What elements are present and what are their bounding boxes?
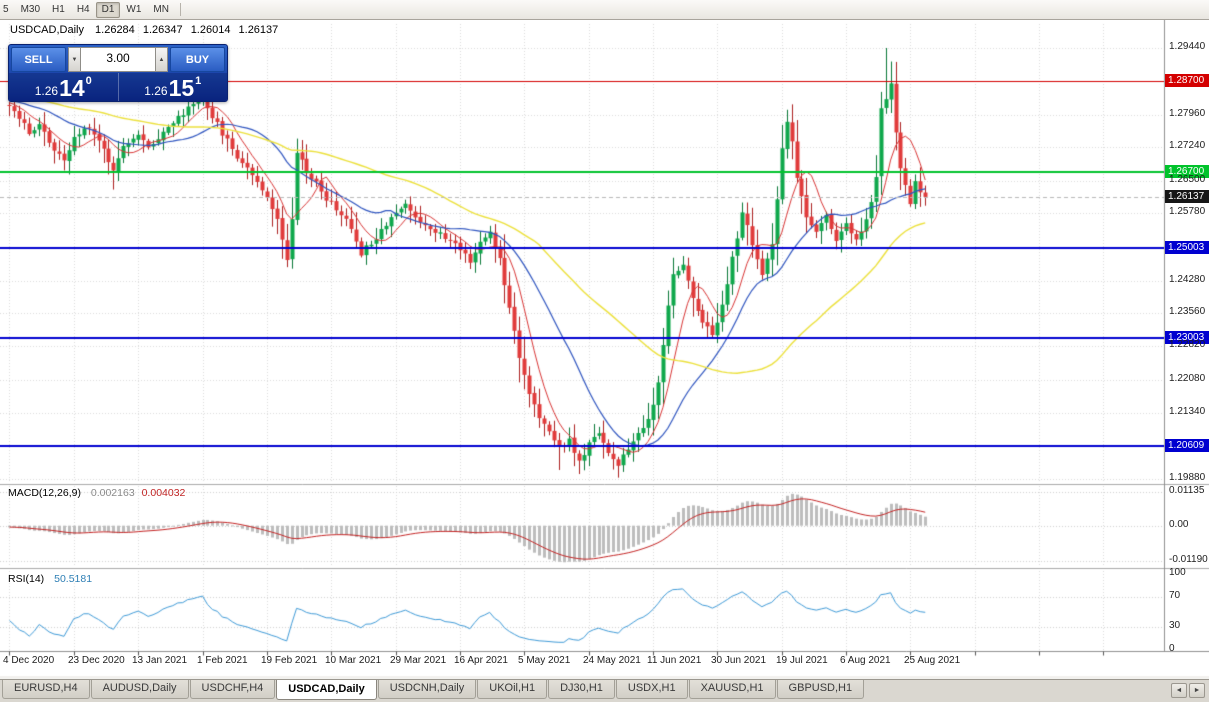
time-axis-tick: 10 Mar 2021: [325, 655, 382, 666]
price-axis-tick: 1.19880: [1169, 472, 1206, 483]
time-axis-tick: 16 Apr 2021: [454, 655, 508, 666]
sell-button[interactable]: SELL: [11, 47, 66, 72]
price-axis-tick: 1.24280: [1169, 274, 1206, 285]
tabs-scroll-left-button[interactable]: ◄: [1171, 683, 1187, 698]
rsi-axis-tick: 30: [1169, 620, 1181, 631]
price-axis[interactable]: 1.29440 1.28700 1.27960 1.27240 1.26700 1.265…: [1165, 0, 1209, 672]
tab-scroll-controls: ◄ ►: [1171, 680, 1209, 698]
macd-axis-tick: 0.00: [1169, 519, 1189, 530]
macd-name: MACD(12,26,9): [8, 487, 81, 499]
rsi-axis-tick: 100: [1169, 567, 1186, 578]
macd-signal-value: 0.004032: [141, 487, 186, 499]
price-level-tag: 1.23003: [1165, 331, 1209, 344]
price-level-tag: 1.26700: [1165, 165, 1209, 178]
price-axis-tick: 1.22080: [1169, 373, 1206, 384]
ohlc-high: 1.26347: [142, 24, 183, 36]
volume-control: ▼ 3.00 ▲: [68, 47, 168, 72]
toolbar-separator: [179, 3, 181, 16]
price-axis-tick: 1.25780: [1169, 206, 1206, 217]
period-button-m30[interactable]: M30: [15, 2, 46, 18]
chart-tab-gbpusd-h1[interactable]: GBPUSD,H1: [776, 680, 865, 699]
time-axis-tick: 5 May 2021: [518, 655, 571, 666]
time-axis-tick: 13 Jan 2021: [132, 655, 188, 666]
ohlc-low: 1.26014: [190, 24, 231, 36]
price-axis-tick: 1.27960: [1169, 108, 1206, 119]
rsi-axis-tick: 70: [1169, 590, 1181, 601]
rsi-value: 50.5181: [54, 573, 93, 585]
volume-decrease-button[interactable]: ▼: [68, 47, 81, 72]
price-axis-tick: 1.29440: [1169, 41, 1206, 52]
macd-axis-tick: 0.01135: [1169, 485, 1205, 496]
price-axis-tick: 1.26500: [1169, 174, 1206, 185]
time-axis-tick: 29 Mar 2021: [390, 655, 447, 666]
period-button-w1[interactable]: W1: [120, 2, 147, 18]
time-axis-tick: 19 Jul 2021: [776, 655, 828, 666]
time-axis-tick: 19 Feb 2021: [261, 655, 318, 666]
buy-price-pipette: 1: [195, 75, 202, 87]
one-click-prices: 1.26 14 0 1.26 15 1: [9, 73, 227, 101]
rsi-name: RSI(14): [8, 573, 45, 585]
ohlc-close: 1.26137: [238, 24, 279, 36]
sell-price-big-digits: 14: [59, 75, 85, 101]
buy-price-display[interactable]: 1.26 15 1: [117, 73, 228, 101]
rsi-indicator-label: RSI(14) 50.5181: [8, 573, 92, 585]
sell-price-prefix: 1.26: [34, 84, 59, 98]
time-axis-tick: 11 Jun 2021: [647, 655, 702, 666]
chart-title: USDCAD,Daily 1.26284 1.26347 1.26014 1.2…: [10, 24, 283, 36]
price-axis-tick: 1.23560: [1169, 306, 1206, 317]
price-axis-tick: 1.21340: [1169, 406, 1206, 417]
one-click-controls: SELL ▼ 3.00 ▲ BUY: [9, 45, 227, 73]
period-button-5[interactable]: 5: [0, 2, 15, 18]
time-axis[interactable]: 4 Dec 2020 23 Dec 2020 13 Jan 2021 1 Feb 20…: [0, 652, 1164, 668]
period-button-mn[interactable]: MN: [147, 2, 175, 18]
price-level-tag: 1.20609: [1165, 439, 1209, 452]
buy-price-big-digits: 15: [168, 75, 195, 101]
chart-tab-eurusd-h4[interactable]: EURUSD,H4: [2, 680, 90, 699]
period-button-h4[interactable]: H4: [71, 2, 96, 18]
time-axis-tick: 4 Dec 2020: [3, 655, 55, 666]
volume-increase-button[interactable]: ▲: [155, 47, 168, 72]
macd-axis-tick: -0.01190: [1169, 554, 1208, 565]
timeframe-toolbar: 5 M30 H1 H4 D1 W1 MN: [0, 0, 1209, 20]
chart-tab-audusd-daily[interactable]: AUDUSD,Daily: [90, 680, 189, 699]
time-axis-tick: 6 Aug 2021: [840, 655, 891, 666]
chart-tab-bar: EURUSD,H4 AUDUSD,Daily USDCHF,H4 USDCAD,Dai…: [0, 679, 1209, 702]
chart-tab-ukoil-h1[interactable]: UKOil,H1: [477, 680, 548, 699]
chart-tab-usdcnh-daily[interactable]: USDCNH,Daily: [377, 680, 477, 699]
volume-input[interactable]: 3.00: [81, 47, 155, 72]
time-axis-tick: 23 Dec 2020: [68, 655, 125, 666]
time-axis-tick: 25 Aug 2021: [904, 655, 961, 666]
chart-tabs: EURUSD,H4 AUDUSD,Daily USDCHF,H4 USDCAD,Dai…: [0, 680, 865, 700]
buy-button[interactable]: BUY: [170, 47, 225, 72]
price-level-tag: 1.25003: [1165, 241, 1209, 254]
price-axis-tick: 1.27240: [1169, 140, 1206, 151]
time-axis-tick: 30 Jun 2021: [711, 655, 767, 666]
tabs-scroll-right-button[interactable]: ►: [1189, 683, 1205, 698]
chart-tab-usdcad-daily[interactable]: USDCAD,Daily: [276, 680, 377, 700]
ohlc-open: 1.26284: [95, 24, 135, 36]
time-axis-tick: 24 May 2021: [583, 655, 641, 666]
price-level-tag: 1.28700: [1165, 74, 1209, 87]
symbol-period-label: USDCAD,Daily: [10, 24, 84, 36]
time-axis-tick: 1 Feb 2021: [197, 655, 248, 666]
period-button-h1[interactable]: H1: [46, 2, 71, 18]
buy-price-prefix: 1.26: [144, 84, 168, 98]
period-button-d1[interactable]: D1: [95, 1, 121, 18]
chart-tab-dj30-h1[interactable]: DJ30,H1: [548, 680, 615, 699]
sell-price-display[interactable]: 1.26 14 0: [9, 73, 118, 101]
macd-main-value: 0.002163: [90, 487, 135, 499]
price-axis-tick: 1.22820: [1169, 339, 1206, 350]
chart-tab-xauusd-h1[interactable]: XAUUSD,H1: [688, 680, 776, 699]
chart-tab-usdx-h1[interactable]: USDX,H1: [615, 680, 688, 699]
macd-indicator-label: MACD(12,26,9) 0.002163 0.004032: [8, 487, 185, 499]
one-click-trading-panel: SELL ▼ 3.00 ▲ BUY 1.26 14 0 1.26 15 1: [8, 44, 228, 102]
rsi-axis-tick: 0: [1169, 643, 1175, 654]
chart-tab-usdchf-h4[interactable]: USDCHF,H4: [189, 680, 276, 699]
sell-price-pipette: 0: [85, 75, 92, 87]
bid-price-tag: 1.26137: [1165, 190, 1209, 203]
